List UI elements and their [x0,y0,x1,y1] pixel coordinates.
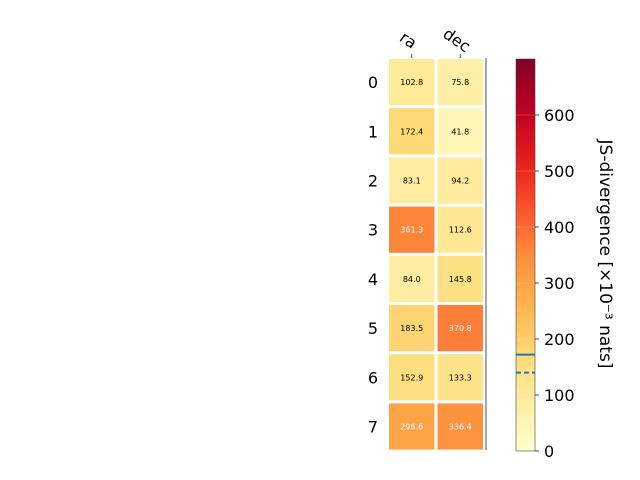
cell-value-label: 94.2 [451,177,469,186]
heatmap-cell [389,108,435,155]
column-labels: ra dec [396,24,474,58]
row-label: 3 [368,221,378,240]
heatmap-cell [437,108,483,155]
heatmap-cell [437,403,483,450]
cell-value-label: 84.0 [403,275,421,284]
cell-value-label: 133.3 [449,373,472,382]
cell-value-label: 152.9 [400,373,423,382]
cell-value-label: 336.4 [449,423,472,432]
heatmap-cell [437,59,483,106]
row-labels: 0 1 2 3 4 5 6 7 [368,73,378,436]
cell-value-label: 112.6 [449,226,472,235]
heatmap-cell [437,255,483,302]
row-label: 6 [368,368,378,387]
heatmap-cell [389,354,435,401]
heatmap-cell [389,305,435,352]
heatmap-cell [389,403,435,450]
colorbar-gradient [515,58,536,452]
heatmap-cell [389,255,435,302]
colorbar-tick-label: 200 [544,330,575,349]
cell-value-label: 41.8 [451,127,469,136]
heatmap-cells: 102.8 75.8 172.4 41.8 83.1 94.2 361.3 112.6 84.0… [389,59,483,450]
row-label: 5 [368,319,378,338]
row-label: 1 [368,122,378,141]
column-label: dec [440,24,474,56]
colorbar-tick-label: 0 [544,442,554,461]
cell-value-label: 102.8 [400,78,423,87]
cell-value-label: 296.6 [400,423,423,432]
colorbar-tick-label: 500 [544,162,575,181]
heatmap-cell [389,206,435,253]
colorbar-tick-label: 300 [544,274,575,293]
row-label: 7 [368,418,378,437]
column-label: ra [396,28,420,53]
colorbar-label: JS-divergence [×10⁻³ nats] [595,139,615,369]
cell-value-label: 145.8 [449,275,472,284]
heatmap-cell [389,157,435,204]
heatmap-cell [389,59,435,106]
cell-value-label: 75.8 [451,78,469,87]
cell-value-label: 370.8 [449,324,472,333]
cell-value-label: 83.1 [403,177,421,186]
heatmap-cell [437,206,483,253]
row-label: 2 [368,172,378,191]
row-label: 0 [368,73,378,92]
colorbar: 0 100 200 300 400 500 600 [515,58,575,461]
heatmap-cell [437,157,483,204]
cell-value-label: 183.5 [400,324,423,333]
cell-value-label: 172.4 [400,127,423,136]
colorbar-tick-label: 100 [544,386,575,405]
row-label: 4 [368,270,378,289]
colorbar-tick-label: 600 [544,106,575,125]
cell-value-label: 361.3 [400,226,423,235]
heatmap-cell [437,305,483,352]
heatmap-cell [437,354,483,401]
colorbar-tick-label: 400 [544,218,575,237]
